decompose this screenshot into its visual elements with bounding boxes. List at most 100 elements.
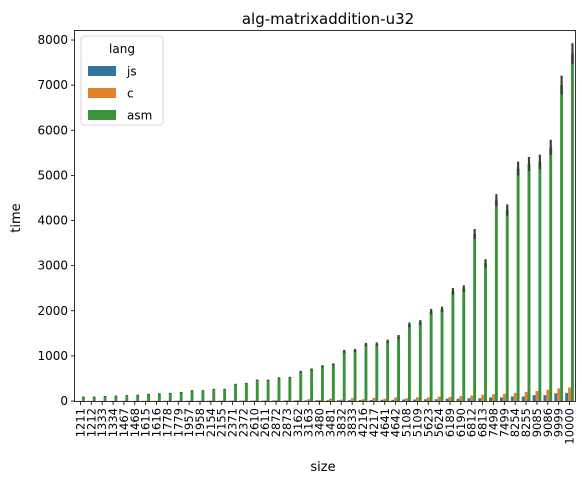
bar-c-9999 [557, 388, 561, 401]
x-tick-label: 7499 [497, 408, 511, 437]
legend-label-c: c [127, 87, 134, 101]
chart-title: alg-matrixaddition-u32 [242, 10, 414, 28]
bar-c-5109 [415, 397, 419, 401]
bar-js-7499 [500, 397, 503, 401]
bar-asm-5623 [429, 311, 433, 401]
bar-js-3162 [293, 400, 297, 401]
bar-c-3163 [307, 399, 311, 401]
bar-asm-2371 [234, 384, 237, 401]
bar-js-9999 [554, 393, 558, 401]
bar-js-5623 [423, 399, 427, 401]
bar-js-4217 [369, 400, 373, 401]
x-tick-label: 1615 [139, 408, 153, 437]
bar-c-6190 [459, 396, 463, 401]
bar-c-6813 [481, 394, 485, 401]
x-tick-label: 3162 [291, 408, 305, 437]
bar-c-3162 [296, 400, 300, 401]
legend-swatch-asm [88, 110, 116, 120]
bar-js-10000 [565, 392, 569, 401]
bar-js-5624 [434, 399, 438, 401]
bar-c-8255 [524, 391, 528, 401]
bar-js-9085 [532, 395, 536, 401]
bar-asm-5108 [407, 324, 411, 401]
bar-js-5108 [402, 399, 406, 401]
bar-asm-1615 [147, 394, 150, 401]
bar-js-6812 [467, 398, 471, 401]
y-tick-label: 6000 [37, 123, 68, 137]
bar-js-7498 [489, 397, 493, 401]
legend-swatch-js [88, 66, 116, 76]
bar-js-9086 [543, 395, 547, 401]
x-tick-label: 8254 [508, 408, 522, 437]
x-tick-label: 4216 [356, 408, 370, 437]
bar-c-3480 [318, 399, 322, 401]
bar-c-4216 [361, 399, 365, 401]
x-tick-label: 2155 [215, 408, 229, 437]
x-tick-label: 1468 [128, 408, 142, 437]
bar-c-6189 [448, 396, 452, 401]
bar-js-3481 [326, 400, 329, 401]
bar-asm-8254 [516, 168, 520, 401]
bar-c-4217 [372, 397, 376, 401]
x-tick-label: 2372 [236, 408, 250, 437]
bar-asm-1957 [190, 390, 194, 401]
x-tick-label: 5623 [421, 408, 435, 437]
bar-asm-3833 [353, 350, 357, 401]
x-tick-label: 1212 [84, 408, 98, 437]
y-tick-label: 7000 [37, 78, 68, 92]
x-tick-label: 6190 [454, 408, 468, 437]
x-tick-label: 7498 [486, 408, 500, 437]
bar-asm-3481 [331, 364, 335, 401]
x-tick-label: 2371 [226, 408, 240, 437]
bar-c-3833 [350, 398, 354, 401]
bar-c-5623 [426, 397, 430, 401]
bar-asm-1212 [92, 396, 96, 401]
bar-c-10000 [568, 387, 572, 401]
x-tick-label: 9086 [541, 408, 555, 437]
bar-js-8254 [510, 396, 514, 401]
x-tick-label: 2873 [280, 408, 294, 437]
y-tick-label: 3000 [37, 259, 68, 273]
x-tick-label: 6813 [476, 408, 490, 437]
x-tick-label: 1778 [160, 408, 174, 437]
x-tick-label: 1333 [95, 408, 109, 437]
bar-asm-6813 [484, 263, 487, 401]
bar-asm-6189 [451, 291, 455, 401]
bar-asm-5624 [440, 309, 444, 401]
x-tick-label: 1958 [193, 408, 207, 437]
x-tick-label: 5624 [432, 408, 446, 437]
y-tick-label: 2000 [37, 304, 68, 318]
x-tick-label: 1211 [73, 408, 87, 437]
bar-asm-2873 [288, 377, 292, 401]
bar-c-2610 [252, 400, 256, 401]
bar-asm-5109 [418, 322, 422, 401]
bar-asm-2155 [223, 389, 227, 401]
bar-asm-1211 [81, 396, 85, 401]
bar-c-5108 [405, 398, 408, 401]
bar-asm-2872 [277, 377, 281, 401]
x-tick-label: 10000 [563, 408, 577, 445]
x-tick-label: 1334 [106, 408, 120, 437]
bar-asm-8255 [527, 164, 531, 401]
x-tick-label: 3481 [323, 408, 337, 437]
x-tick-label: 6812 [465, 408, 479, 437]
x-tick-label: 4642 [389, 408, 403, 437]
bar-asm-1334 [114, 396, 118, 401]
y-tick-label: 1000 [37, 349, 68, 363]
bar-asm-3163 [310, 369, 314, 401]
x-tick-label: 8255 [519, 408, 533, 437]
bar-asm-3480 [321, 366, 324, 401]
x-tick-label: 9085 [530, 408, 544, 437]
bar-asm-9085 [538, 161, 542, 401]
bar-js-6189 [445, 398, 449, 401]
bar-js-3163 [304, 400, 308, 401]
bar-js-3833 [347, 400, 351, 401]
bar-asm-7498 [494, 200, 498, 401]
bar-asm-7499 [505, 210, 509, 401]
bar-asm-3832 [342, 351, 346, 401]
bar-asm-10000 [571, 53, 574, 401]
x-tick-label: 2154 [204, 408, 218, 437]
bar-asm-1958 [201, 390, 205, 401]
bar-c-2611 [263, 400, 267, 401]
y-tick-label: 0 [60, 394, 68, 408]
